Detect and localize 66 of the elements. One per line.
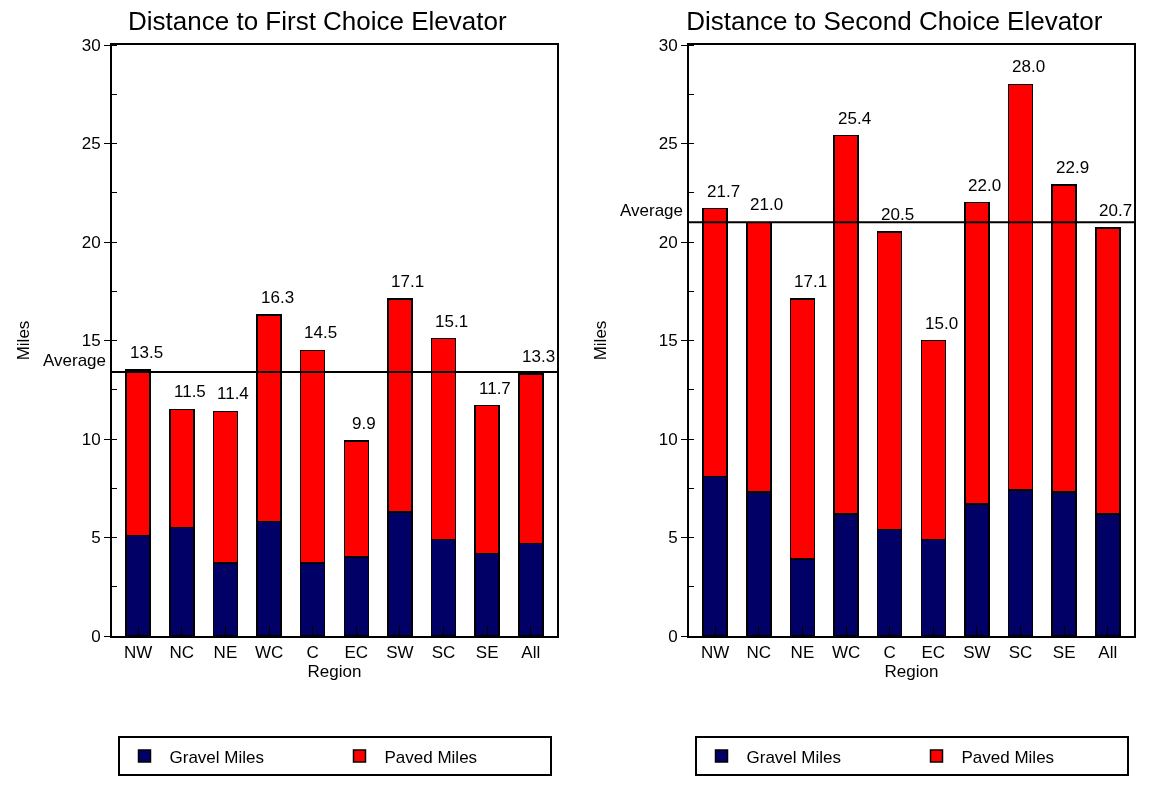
- x-tick-label: C: [883, 643, 896, 663]
- y-tick-label: 30: [81, 35, 101, 55]
- y-tick-label: 5: [668, 528, 678, 548]
- total-label: 15.1: [435, 312, 469, 331]
- y-tick-label: 15: [658, 331, 678, 351]
- x-tick-label: NW: [701, 643, 730, 663]
- x-tick-label: NE: [790, 643, 815, 663]
- total-label: 14.5: [304, 323, 338, 342]
- total-label: 28.0: [1012, 57, 1046, 76]
- y-tick-label: 25: [81, 134, 101, 154]
- x-tick-label: EC: [344, 643, 369, 663]
- x-tick-label: SW: [963, 643, 991, 663]
- x-tick-label: EC: [921, 643, 946, 663]
- x-tick-label: All: [521, 643, 541, 663]
- y-tick-label: 25: [658, 134, 678, 154]
- total-label: 11.5: [174, 382, 206, 401]
- ref-line-label: Average: [620, 201, 684, 220]
- x-tick-label: SW: [386, 643, 414, 663]
- y-tick-label: 5: [91, 528, 101, 548]
- legend-label: Paved Miles: [384, 747, 478, 767]
- y-tick-label: 30: [658, 35, 678, 55]
- x-axis-title: Region: [884, 662, 939, 682]
- y-tick-label: 20: [658, 232, 678, 252]
- x-tick-label: SE: [475, 643, 499, 663]
- total-label: 21.0: [750, 195, 784, 214]
- x-tick-label: C: [306, 643, 319, 663]
- y-tick-label: 0: [91, 626, 101, 646]
- x-tick-label: NE: [213, 643, 238, 663]
- x-tick-label: NW: [124, 643, 153, 663]
- total-label: 11.4: [217, 384, 249, 403]
- legend-label: Gravel Miles: [169, 747, 264, 767]
- y-tick-label: 0: [668, 626, 678, 646]
- total-label: 13.3: [522, 347, 556, 366]
- total-label: 17.1: [794, 272, 828, 291]
- x-tick-label: SC: [431, 643, 456, 663]
- chart-title: Distance to Second Choice Elevator: [686, 6, 1103, 37]
- total-label: 22.0: [968, 176, 1002, 195]
- x-tick-label: NC: [746, 643, 772, 663]
- y-tick-label: 10: [658, 429, 678, 449]
- total-label: 15.0: [925, 314, 959, 333]
- ref-line-label: Average: [43, 351, 107, 370]
- legend-label: Paved Miles: [961, 747, 1055, 767]
- total-label: 17.1: [391, 272, 425, 291]
- x-tick-label: NC: [169, 643, 195, 663]
- y-tick-label: 20: [81, 232, 101, 252]
- y-axis-title: Miles: [13, 320, 33, 361]
- x-tick-label: All: [1098, 643, 1118, 663]
- y-tick-label: 15: [81, 331, 101, 351]
- total-label: 11.7: [479, 379, 511, 398]
- x-axis-title: Region: [307, 662, 362, 682]
- x-tick-label: SC: [1008, 643, 1033, 663]
- y-axis-title: Miles: [590, 320, 610, 361]
- x-tick-label: WC: [254, 643, 284, 663]
- x-tick-label: SE: [1052, 643, 1076, 663]
- y-tick-label: 10: [81, 429, 101, 449]
- total-label: 13.5: [130, 343, 164, 362]
- x-tick-label: WC: [831, 643, 861, 663]
- total-label: 9.9: [352, 414, 376, 433]
- total-label: 20.5: [881, 205, 915, 224]
- total-label: 22.9: [1056, 158, 1090, 177]
- chart-title: Distance to First Choice Elevator: [128, 6, 507, 37]
- total-label: 25.4: [838, 109, 872, 128]
- total-label: 16.3: [261, 288, 295, 307]
- total-label: 20.7: [1099, 201, 1133, 220]
- total-label: 21.7: [707, 182, 741, 201]
- legend-label: Gravel Miles: [746, 747, 841, 767]
